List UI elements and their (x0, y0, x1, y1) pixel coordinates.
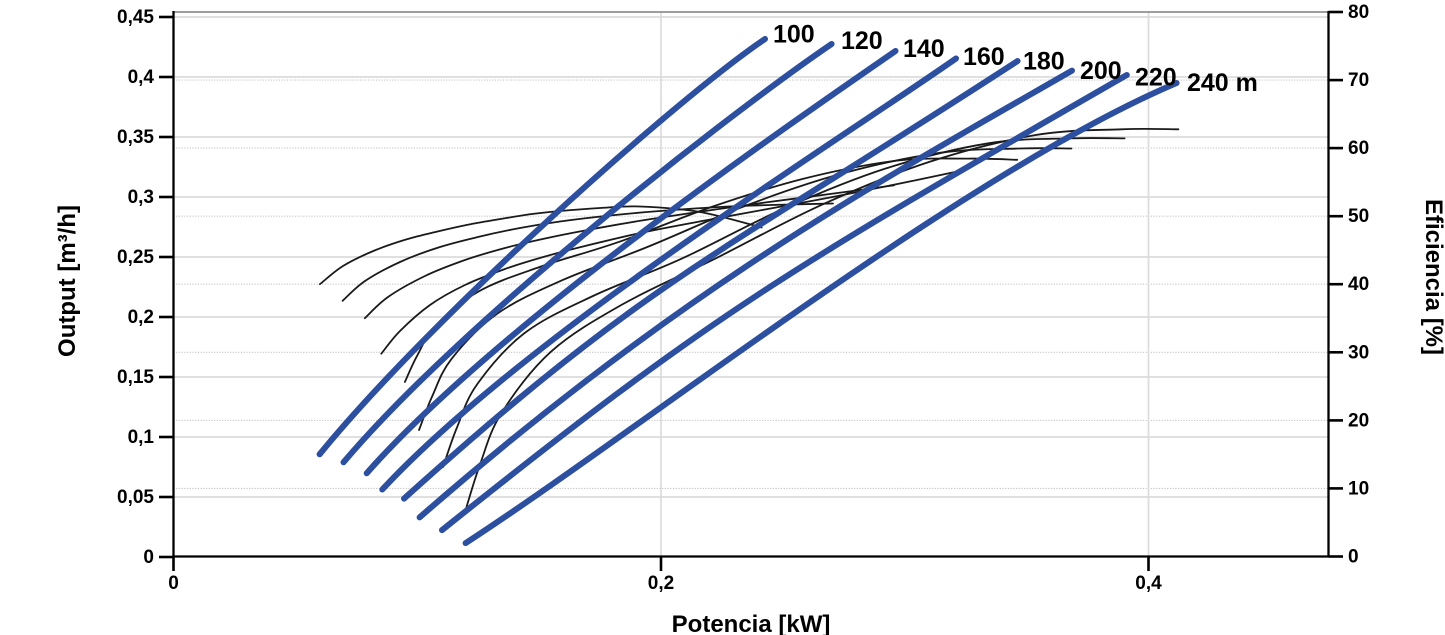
svg-text:0,3: 0,3 (128, 187, 154, 208)
svg-text:20: 20 (1348, 410, 1369, 431)
svg-text:40: 40 (1348, 274, 1369, 295)
svg-text:0,2: 0,2 (128, 307, 154, 328)
svg-text:Eficiencia [%]: Eficiencia [%] (1420, 199, 1445, 355)
svg-text:0,2: 0,2 (648, 573, 674, 594)
svg-text:0,05: 0,05 (117, 487, 154, 508)
svg-text:160: 160 (963, 43, 1005, 71)
svg-text:10: 10 (1348, 478, 1369, 499)
svg-text:80: 80 (1348, 2, 1369, 23)
svg-text:200: 200 (1080, 57, 1122, 85)
svg-text:100: 100 (773, 21, 815, 49)
svg-text:0,35: 0,35 (117, 127, 154, 148)
svg-text:0,45: 0,45 (117, 7, 154, 28)
svg-text:0: 0 (143, 547, 154, 568)
svg-text:0: 0 (168, 573, 179, 594)
svg-text:0,1: 0,1 (128, 427, 155, 448)
svg-text:60: 60 (1348, 138, 1369, 159)
svg-text:Output [m³/h]: Output [m³/h] (54, 205, 81, 357)
svg-text:0: 0 (1348, 547, 1359, 568)
svg-text:50: 50 (1348, 206, 1369, 227)
svg-text:220: 220 (1135, 63, 1177, 91)
svg-text:140: 140 (903, 35, 945, 63)
svg-text:70: 70 (1348, 70, 1369, 91)
svg-text:180: 180 (1023, 47, 1065, 75)
svg-text:0,4: 0,4 (1135, 573, 1162, 594)
svg-text:240 m: 240 m (1187, 69, 1258, 97)
svg-text:0,25: 0,25 (117, 247, 154, 268)
svg-text:30: 30 (1348, 342, 1369, 363)
svg-text:Potencia [kW]: Potencia [kW] (672, 611, 831, 635)
svg-text:0,4: 0,4 (128, 67, 155, 88)
svg-text:0,15: 0,15 (117, 367, 154, 388)
svg-text:120: 120 (841, 27, 883, 55)
